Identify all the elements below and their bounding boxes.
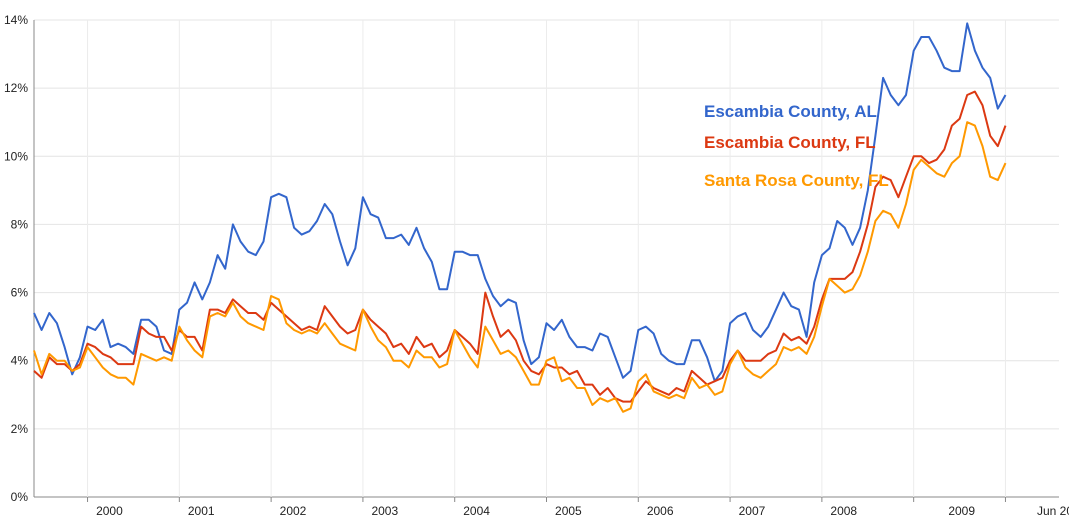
series-line-2 xyxy=(33,90,1007,403)
y-tick-label: 10% xyxy=(4,149,28,163)
x-tick-label: 2001 xyxy=(188,504,215,518)
x-tick-label: 2002 xyxy=(280,504,307,518)
y-tick-label: 8% xyxy=(11,217,29,231)
gridlines xyxy=(34,19,1059,498)
y-tick-label: 0% xyxy=(11,490,29,504)
x-tick-label: 2007 xyxy=(739,504,766,518)
series-lines xyxy=(33,22,1007,413)
y-tick-label: 2% xyxy=(11,422,29,436)
axes: 0% 2% 4% 6% 8% 10% 12% 14% 2000 2001 2002 2003 2004 2… xyxy=(4,13,1069,518)
y-tick-label: 6% xyxy=(11,286,29,300)
y-tick-label: 12% xyxy=(4,81,28,95)
x-tick-label: 2009 xyxy=(948,504,975,518)
x-tick-label: 2006 xyxy=(647,504,674,518)
legend-entry-3: Santa Rosa County, FL xyxy=(704,171,889,190)
y-tick-label: 4% xyxy=(11,354,29,368)
series-line-3 xyxy=(33,121,1007,413)
x-tick-label: 2008 xyxy=(830,504,857,518)
x-tick-label: 2000 xyxy=(96,504,123,518)
series-line-1 xyxy=(33,22,1007,383)
legend-entry-1: Escambia County, AL xyxy=(704,102,877,121)
x-tick-label: 2004 xyxy=(463,504,490,518)
x-tick-label: 2005 xyxy=(555,504,582,518)
legend: Escambia County, AL Escambia County, FL Sa… xyxy=(704,102,889,190)
legend-entry-2: Escambia County, FL xyxy=(704,133,876,152)
y-tick-label: 14% xyxy=(4,13,28,27)
x-tick-label: 2003 xyxy=(371,504,398,518)
x-tick-label: Jun 2010 xyxy=(1037,504,1069,518)
